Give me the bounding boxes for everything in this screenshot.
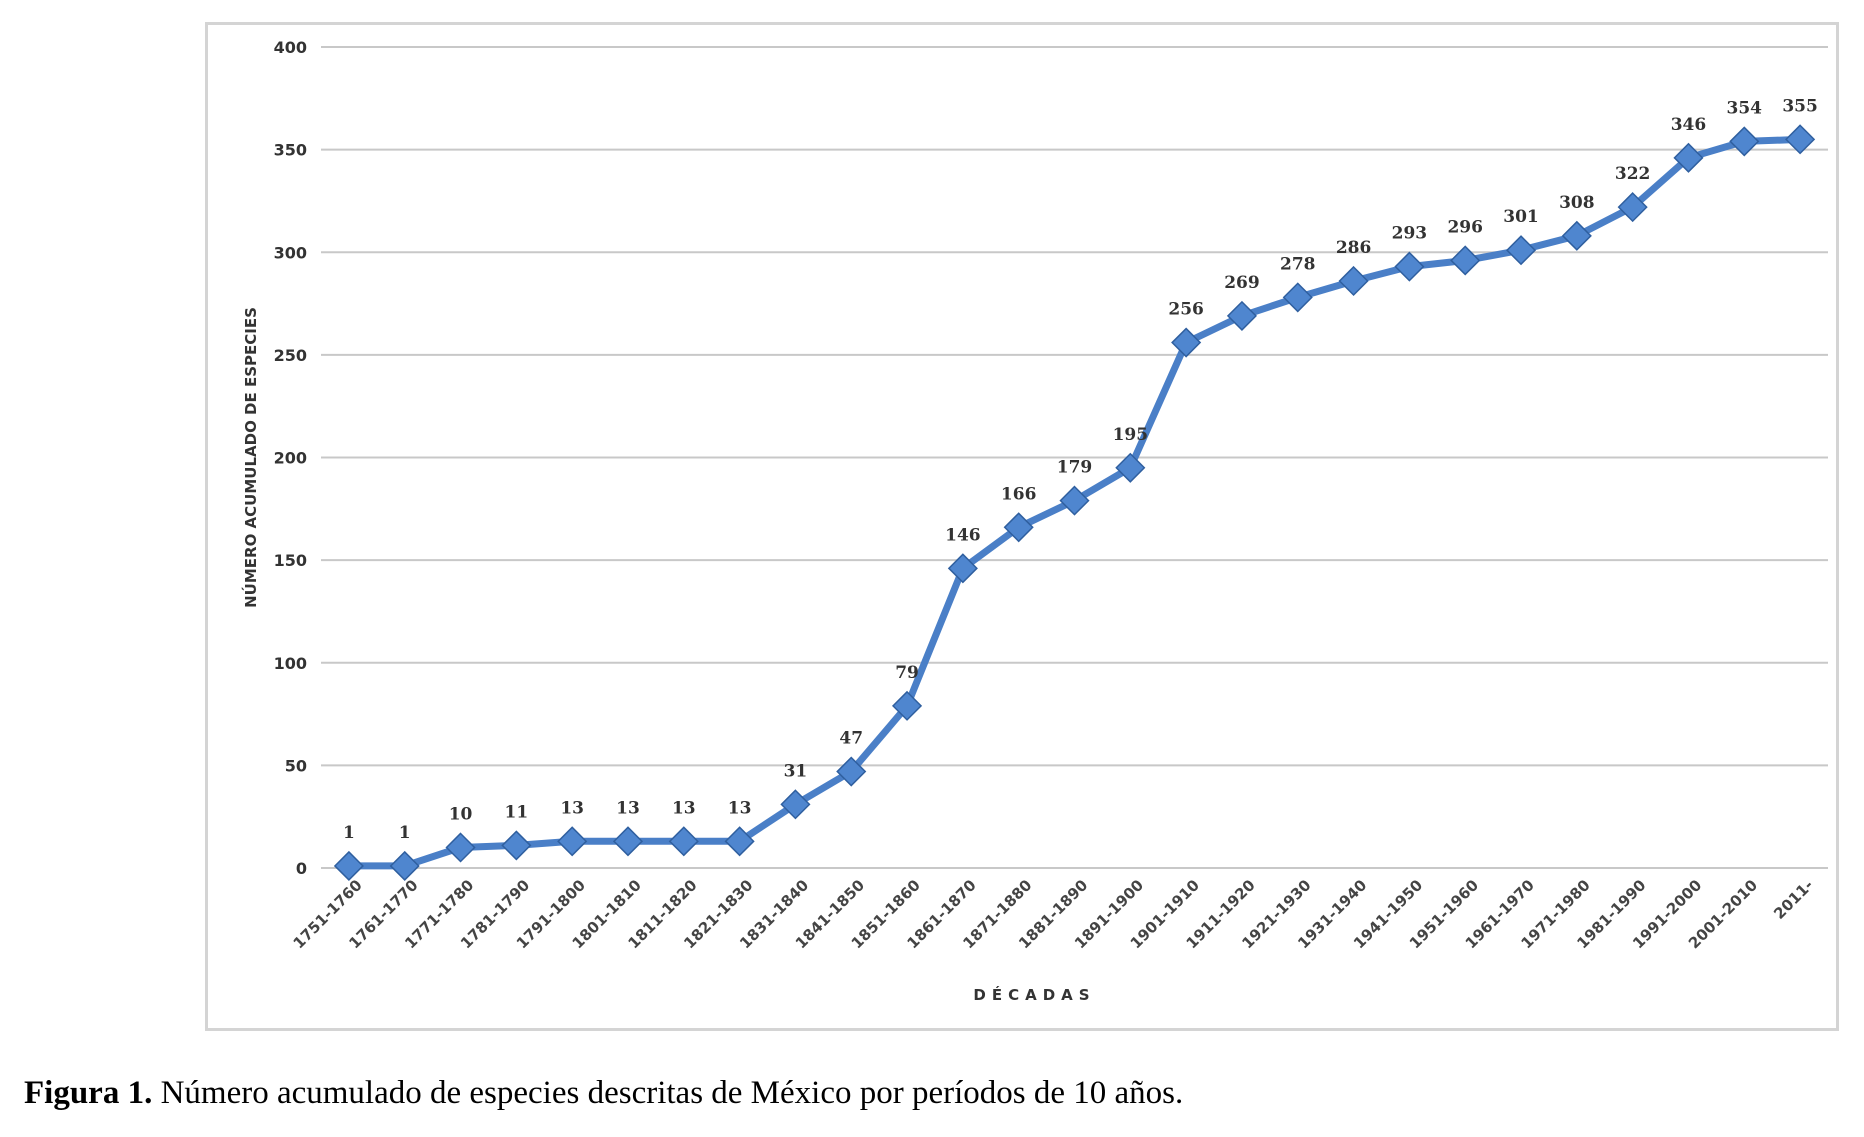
data-label: 355 (1782, 96, 1818, 116)
y-tick-labels: 0 50 100 150 200 250 300 350 400 (274, 38, 307, 878)
figure-caption: Figura 1. Número acumulado de especies d… (24, 1075, 1844, 1112)
data-point (891, 690, 923, 721)
data-label: 10 (449, 804, 473, 824)
data-point (668, 826, 699, 857)
data-label: 346 (1671, 115, 1707, 135)
data-point (445, 832, 476, 863)
data-point (1394, 251, 1425, 282)
data-point (1729, 126, 1760, 157)
data-label: 146 (945, 525, 981, 545)
data-label: 354 (1727, 98, 1763, 118)
data-point (1282, 282, 1313, 313)
y-tick-label: 350 (274, 141, 307, 160)
y-tick-label: 150 (274, 551, 307, 570)
data-point (1617, 192, 1648, 223)
y-tick-label: 300 (274, 243, 307, 262)
y-tick-label: 50 (285, 756, 307, 775)
x-axis-title: DÉCADAS (973, 985, 1095, 1004)
data-point (1450, 245, 1481, 276)
data-point (333, 850, 364, 882)
data-label: 286 (1336, 238, 1372, 258)
caption-label: Figura 1. (24, 1075, 153, 1111)
data-label: 47 (839, 729, 863, 749)
data-label: 293 (1392, 224, 1428, 244)
data-label: 13 (616, 798, 640, 818)
data-label: 13 (560, 798, 584, 818)
data-point (557, 826, 588, 857)
data-label: 1 (343, 823, 355, 843)
data-point (1003, 512, 1034, 543)
data-point (1059, 485, 1090, 516)
gridlines (321, 46, 1828, 869)
data-point (780, 789, 811, 820)
data-label: 31 (784, 761, 808, 781)
y-tick-label: 200 (274, 449, 307, 468)
y-tick-label: 250 (274, 346, 307, 365)
data-point (1785, 124, 1816, 155)
data-point (501, 830, 532, 861)
data-label: 278 (1280, 254, 1316, 274)
data-label: 296 (1447, 217, 1483, 237)
data-point (389, 850, 420, 882)
data-label: 13 (728, 798, 752, 818)
data-point (1115, 452, 1146, 483)
line-chart: 0 50 100 150 200 250 300 350 400 1751-17601761-1… (241, 38, 1828, 1004)
chart-frame: 0 50 100 150 200 250 300 350 400 1751-1760 1761-1… (205, 22, 1839, 1031)
y-tick-label: 400 (274, 38, 307, 57)
data-point (724, 826, 755, 857)
data-point (1226, 300, 1258, 331)
data-label: 308 (1559, 193, 1595, 213)
data-label: 1 (399, 823, 411, 843)
x-tick-label: 2011- (1770, 876, 1817, 923)
data-point (836, 756, 867, 787)
data-labels: 1 110 11 13 13 13 1331477914616617919525626927… (343, 96, 1818, 843)
data-label: 256 (1168, 300, 1204, 320)
y-axis-title: NÚMERO ACUMULADO DE ESPECIES (241, 307, 260, 608)
data-point (612, 826, 644, 857)
caption-text: Número acumulado de especies descritas d… (152, 1075, 1184, 1111)
data-point (1338, 265, 1369, 297)
data-label: 79 (895, 663, 919, 683)
y-tick-label: 0 (296, 859, 307, 878)
data-label: 322 (1615, 164, 1651, 184)
data-markers (333, 124, 1816, 882)
data-point (947, 553, 978, 584)
data-point (1505, 235, 1537, 266)
data-point (1673, 142, 1704, 173)
data-label: 11 (505, 802, 529, 822)
data-point (1171, 327, 1202, 358)
data-label: 166 (1001, 484, 1037, 504)
data-label: 179 (1057, 458, 1093, 478)
data-label: 269 (1224, 273, 1260, 293)
y-tick-label: 100 (274, 654, 307, 673)
data-point (1561, 220, 1592, 251)
x-tick-labels: 1751-17601761-17701771-17801781-17901791… (290, 876, 1817, 952)
data-label: 13 (672, 798, 696, 818)
data-label: 301 (1503, 207, 1539, 227)
data-label: 195 (1113, 425, 1149, 445)
